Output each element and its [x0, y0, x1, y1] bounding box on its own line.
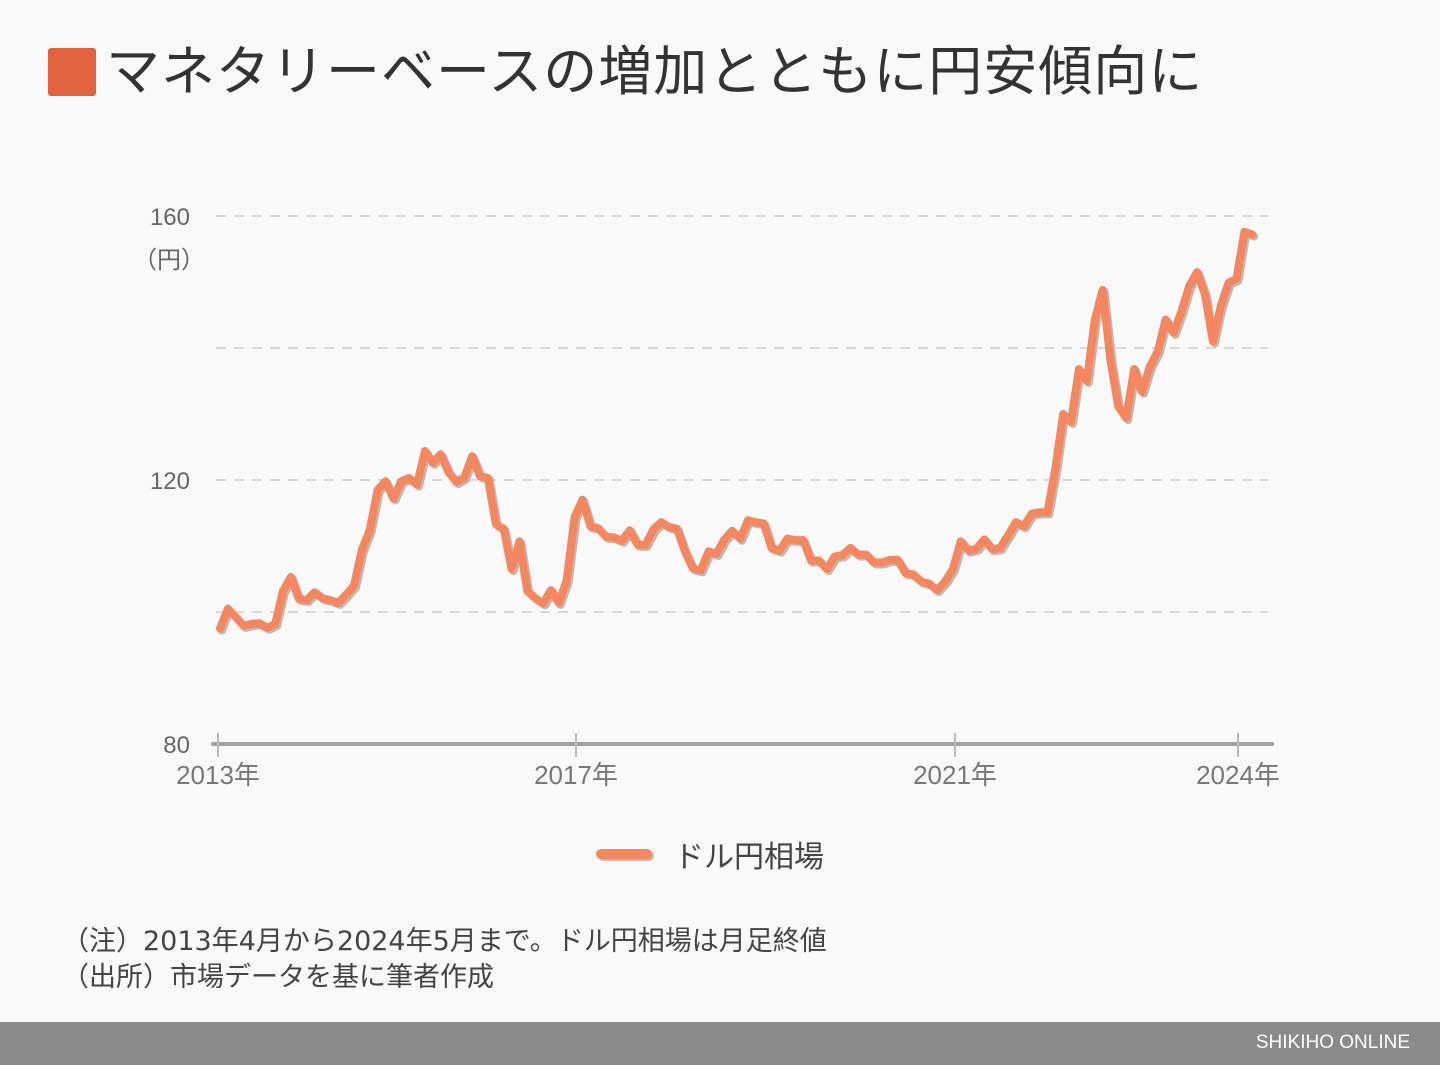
footer-brand: SHIKIHO ONLINE [1255, 1032, 1410, 1053]
y-tick-label: 120 [150, 468, 190, 495]
y-axis-ticks: 80 120 160 [150, 204, 190, 759]
usdjpy-line [216, 227, 1257, 633]
chart-title-block: マネタリーベースの増加とともに円安傾向に [48, 40, 1203, 104]
note-text: （注）2013年4月から2024年5月まで。ドル円相場は月足終値 [62, 926, 827, 957]
y-axis-unit-label: （円） [133, 247, 205, 274]
x-tick-label: 2024年 [1196, 760, 1280, 790]
legend: ドル円相場 [596, 832, 824, 876]
title-square-icon [48, 48, 96, 96]
legend-line-swatch-icon [596, 849, 652, 859]
x-tick-label: 2013年 [176, 760, 260, 790]
x-axis-ticks: 2013年 2017年 2021年 2024年 [176, 733, 1280, 790]
chart-notes: （注）2013年4月から2024年5月まで。ドル円相場は月足終値 （出所）市場デ… [62, 924, 827, 996]
x-tick-label: 2017年 [534, 760, 618, 790]
footer-bar: SHIKIHO ONLINE [0, 1022, 1440, 1065]
legend-label: ドル円相場 [674, 840, 824, 875]
y-tick-label: 80 [163, 732, 190, 759]
x-tick-label: 2021年 [913, 760, 997, 790]
y-tick-label: 160 [150, 204, 190, 231]
gridlines [216, 215, 1268, 613]
chart-title: マネタリーベースの増加とともに円安傾向に [106, 40, 1204, 103]
source-text: （出所）市場データを基に筆者作成 [62, 962, 494, 993]
